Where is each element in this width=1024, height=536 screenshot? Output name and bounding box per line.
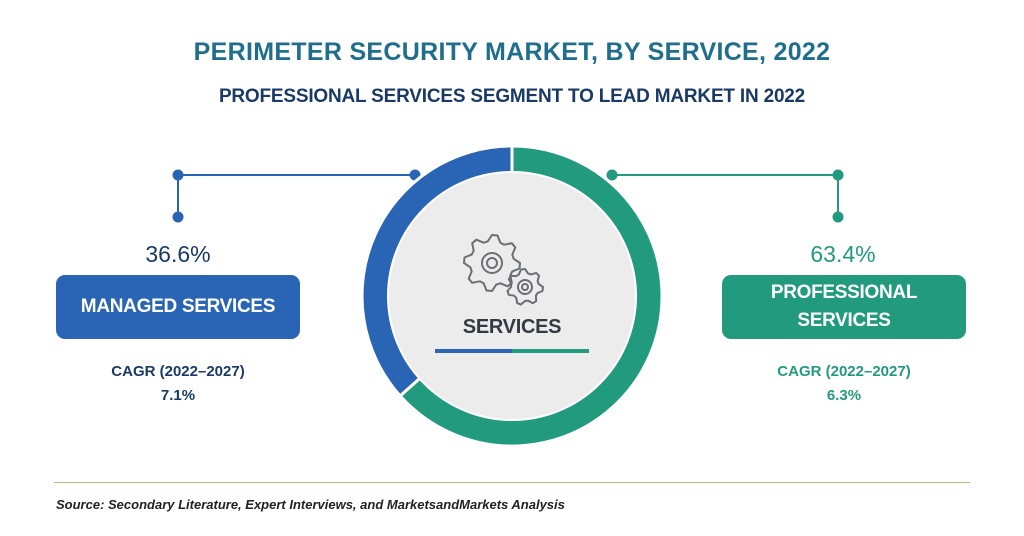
source-note: Source: Secondary Literature, Expert Int…	[56, 497, 565, 512]
connector-dot	[606, 169, 618, 181]
center-label: SERVICES	[462, 316, 562, 338]
managed-services-box: MANAGED SERVICES	[56, 275, 300, 339]
professional-cagr-label: CAGR (2022–2027)	[777, 363, 911, 380]
managed-cagr-label: CAGR (2022–2027)	[111, 363, 245, 380]
professional-services-box: PROFESSIONAL SERVICES	[722, 275, 966, 339]
gears-icon	[463, 234, 544, 306]
professional-cagr-value: 6.3%	[826, 387, 862, 404]
connector-dot	[832, 169, 844, 181]
professional-connector	[606, 169, 844, 223]
managed-underline	[435, 349, 512, 353]
managed-services-label: MANAGED SERVICES	[80, 296, 276, 317]
professional-services-label: PROFESSIONAL SERVICES	[770, 282, 918, 331]
footer-divider	[54, 482, 970, 483]
connector-dot	[172, 169, 184, 181]
managed-connector	[172, 169, 421, 223]
connector-dot	[832, 211, 844, 223]
managed-share-label: 36.6%	[145, 241, 211, 267]
chart-title: PERIMETER SECURITY MARKET, BY SERVICE, 2…	[193, 38, 831, 66]
professional-share-label: 63.4%	[810, 241, 876, 267]
managed-cagr-value: 7.1%	[160, 387, 196, 404]
chart-subtitle: PROFESSIONAL SERVICES SEGMENT TO LEAD MA…	[218, 86, 806, 107]
managed-cagr: CAGR (2022–2027) 7.1%	[58, 360, 298, 408]
professional-cagr: CAGR (2022–2027) 6.3%	[724, 360, 964, 408]
professional-underline	[512, 349, 589, 353]
connector-dot	[172, 211, 184, 223]
